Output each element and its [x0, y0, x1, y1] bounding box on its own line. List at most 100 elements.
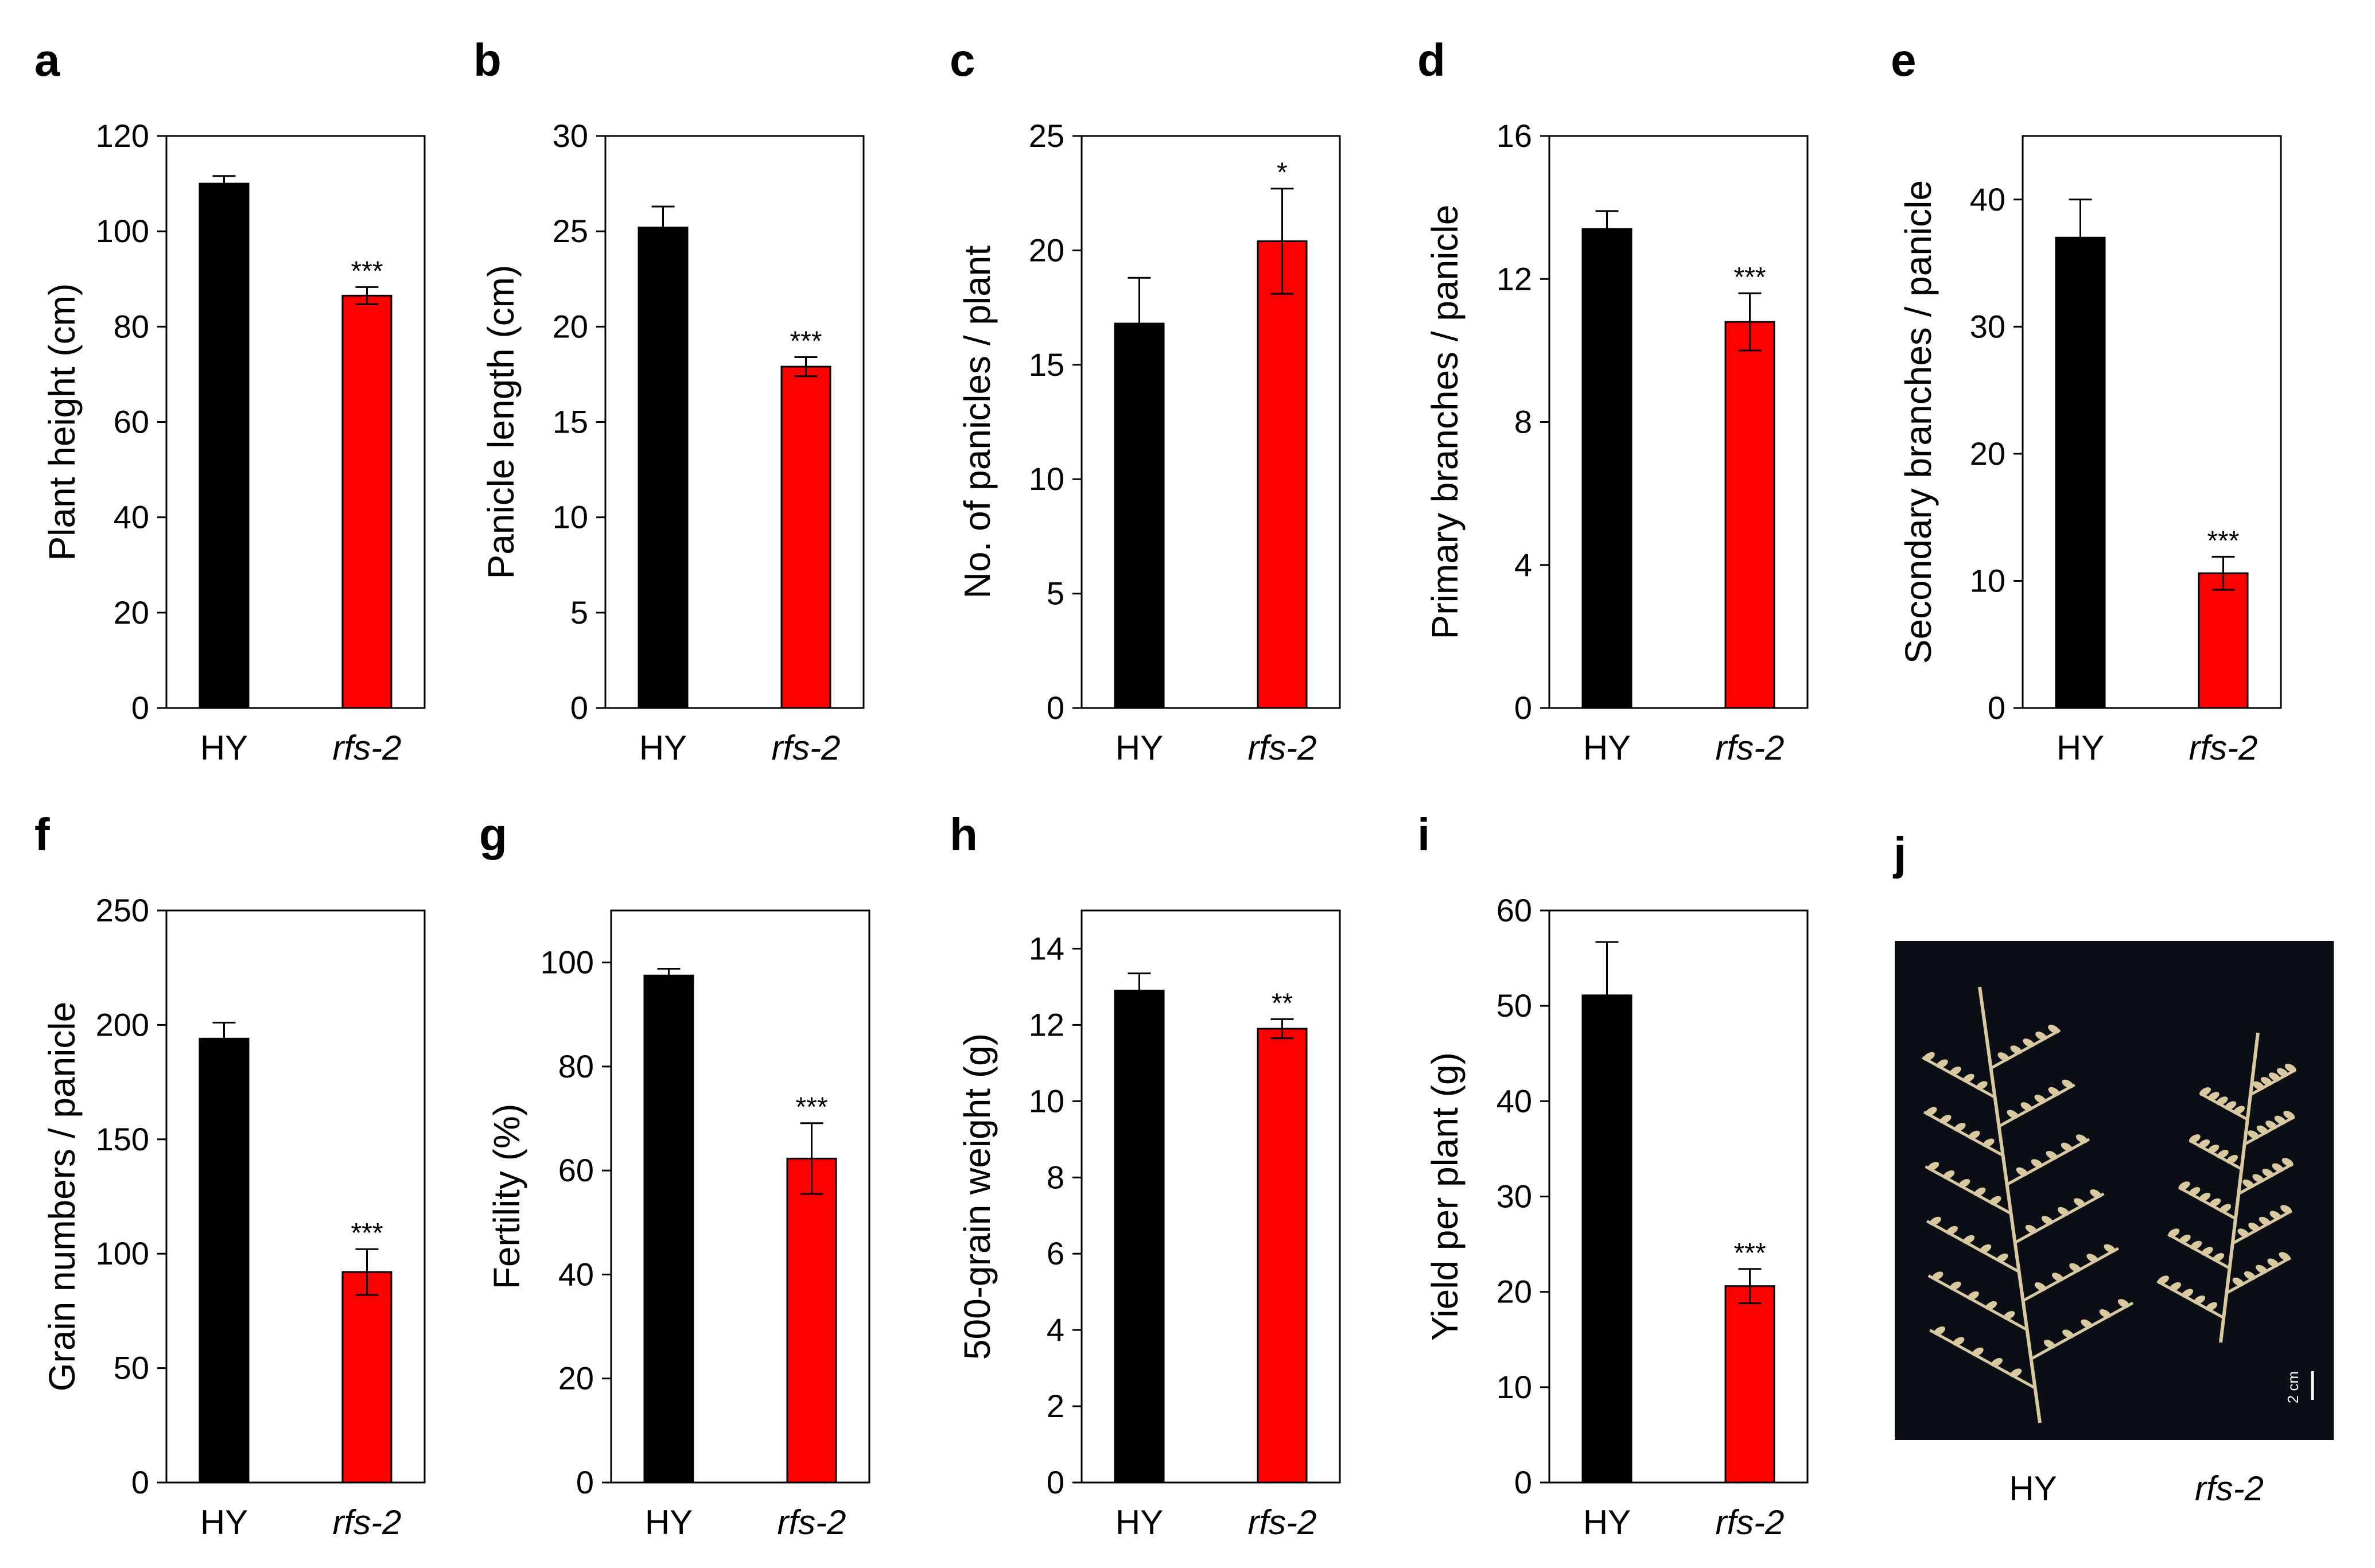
- y-tick-label-b-2: 10: [553, 499, 588, 535]
- y-tick-label-e-4: 40: [1970, 181, 2005, 217]
- y-axis-title-a: Plant height (cm): [41, 283, 83, 561]
- bar-f-rfs-2: [341, 1271, 392, 1484]
- category-label-b-hy: HY: [639, 729, 687, 767]
- photo-label-rfs-2: rfs-2: [2195, 1469, 2264, 1508]
- category-label-e-rfs-2: rfs-2: [2189, 729, 2258, 767]
- y-tick-label-g-3: 60: [558, 1152, 594, 1188]
- y-tick-label-d-4: 16: [1496, 118, 1532, 154]
- y-tick-label-d-3: 12: [1496, 260, 1532, 297]
- plot-frame-h: [1080, 909, 1341, 1484]
- plot-frame-b: [604, 135, 865, 709]
- y-tick-label-d-2: 8: [1514, 404, 1532, 440]
- category-label-f-rfs-2: rfs-2: [333, 1503, 402, 1542]
- y-tick-label-i-4: 40: [1496, 1083, 1532, 1119]
- category-label-c-rfs-2: rfs-2: [1248, 729, 1317, 767]
- y-axis-title-e: Secondary branches / panicle: [1898, 180, 1939, 664]
- y-tick-label-a-4: 80: [114, 308, 149, 344]
- error-bar-b-rfs-2: [794, 356, 818, 378]
- y-tick-label-b-5: 25: [553, 213, 588, 249]
- category-label-g-rfs-2: rfs-2: [778, 1503, 846, 1542]
- y-tick-label-c-4: 20: [1029, 232, 1064, 268]
- significance-c: *: [1277, 158, 1288, 188]
- y-axis-title-b: Panicle length (cm): [480, 265, 522, 579]
- error-bar-d-hy: [1595, 210, 1619, 229]
- error-bar-f-hy: [212, 1021, 236, 1039]
- error-bar-d-rfs-2: [1738, 292, 1762, 352]
- y-tick-label-g-5: 100: [541, 944, 594, 981]
- scale-bar-label: 2 cm: [2284, 1371, 2302, 1403]
- y-tick-label-h-1: 2: [1047, 1388, 1064, 1424]
- significance-b: ***: [790, 326, 822, 357]
- y-tick-label-c-3: 15: [1029, 347, 1064, 383]
- bar-a-hy: [199, 182, 250, 709]
- y-axis-title-f: Grain numbers / panicle: [41, 1002, 83, 1391]
- chart-f: f 0 50 100 150 200 250 HY *** rfs-2 Grain numbers …: [34, 809, 426, 1542]
- y-tick-label-g-0: 0: [576, 1464, 594, 1500]
- significance-g: ***: [795, 1092, 827, 1123]
- panel-letter-a: a: [34, 34, 60, 85]
- y-tick-label-i-5: 50: [1496, 987, 1532, 1024]
- chart-a: a 0 20 40 60 80 100 120 HY *** rfs-2 Plant height (…: [34, 34, 426, 767]
- y-axis-title-c: No. of panicles / plant: [957, 246, 998, 599]
- y-tick-label-a-6: 120: [96, 118, 149, 154]
- y-tick-label-a-3: 60: [114, 404, 149, 440]
- panel-letter-e: e: [1891, 34, 1917, 85]
- category-label-f-hy: HY: [200, 1503, 248, 1542]
- significance-f: ***: [351, 1218, 383, 1248]
- y-tick-label-h-0: 0: [1047, 1464, 1064, 1500]
- y-tick-label-b-1: 5: [570, 594, 588, 631]
- y-axis-title-d: Primary branches / panicle: [1424, 205, 1466, 640]
- category-label-i-hy: HY: [1583, 1503, 1631, 1542]
- y-tick-label-b-4: 20: [553, 308, 588, 344]
- plot-frame-i: [1548, 909, 1809, 1484]
- y-tick-label-i-2: 20: [1496, 1274, 1532, 1310]
- y-axis-title-i: Yield per plant (g): [1424, 1052, 1466, 1341]
- chart-g: g 0 20 40 60 80 100 HY *** rfs-2 Fertility (%): [479, 809, 870, 1542]
- error-bar-a-hy: [212, 175, 236, 184]
- y-tick-label-g-1: 20: [558, 1360, 594, 1396]
- chart-e: e 0 10 20 30 40 HY *** rfs-2 Secondary branches /…: [1891, 34, 2282, 767]
- y-tick-label-c-1: 5: [1047, 575, 1064, 612]
- error-bar-c-rfs-2: [1270, 188, 1294, 295]
- error-bar-e-hy: [2069, 199, 2092, 238]
- plot-frame-e: [2022, 135, 2282, 709]
- bar-g-hy: [643, 974, 694, 1484]
- y-tick-label-g-4: 80: [558, 1048, 594, 1084]
- y-tick-label-a-2: 40: [114, 499, 149, 535]
- significance-a: ***: [351, 256, 383, 286]
- category-label-a-hy: HY: [200, 729, 248, 767]
- y-tick-label-i-0: 0: [1514, 1464, 1532, 1500]
- bar-f-hy: [199, 1037, 250, 1484]
- y-tick-label-e-1: 10: [1970, 562, 2005, 598]
- y-tick-label-b-3: 15: [553, 404, 588, 440]
- panel-letter-f: f: [34, 809, 50, 860]
- category-label-a-rfs-2: rfs-2: [333, 729, 402, 767]
- bar-b-rfs-2: [780, 365, 831, 709]
- panel-letter-c: c: [950, 34, 975, 85]
- photo-label-hy: HY: [2009, 1469, 2057, 1508]
- y-tick-label-g-2: 40: [558, 1256, 594, 1292]
- category-label-h-hy: HY: [1115, 1503, 1163, 1542]
- y-tick-label-b-6: 30: [553, 118, 588, 154]
- chart-c: c 0 5 10 15 20 25 HY * rfs-2 No. of panicles / pla…: [950, 34, 1341, 767]
- y-tick-label-h-4: 8: [1047, 1159, 1064, 1195]
- bar-i-rfs-2: [1724, 1285, 1775, 1484]
- category-label-h-rfs-2: rfs-2: [1248, 1503, 1317, 1542]
- bar-d-rfs-2: [1724, 321, 1775, 709]
- panel-letter-i: i: [1417, 809, 1430, 860]
- y-tick-label-c-2: 10: [1029, 461, 1064, 497]
- chart-i: i 0 10 20 30 40 50 60 HY *** rfs-2 Yield per plant …: [1417, 809, 1809, 1542]
- category-label-i-rfs-2: rfs-2: [1716, 1503, 1785, 1542]
- bar-d-hy: [1581, 228, 1632, 709]
- y-tick-label-i-3: 30: [1496, 1178, 1532, 1215]
- y-tick-label-c-5: 25: [1029, 118, 1064, 154]
- bar-h-rfs-2: [1257, 1028, 1308, 1484]
- panel-letter-d: d: [1417, 34, 1445, 85]
- y-tick-label-i-1: 10: [1496, 1369, 1532, 1405]
- y-tick-label-c-0: 0: [1047, 690, 1064, 726]
- category-label-d-rfs-2: rfs-2: [1716, 729, 1785, 767]
- y-tick-label-h-2: 4: [1047, 1312, 1064, 1348]
- y-tick-label-d-0: 0: [1514, 690, 1532, 726]
